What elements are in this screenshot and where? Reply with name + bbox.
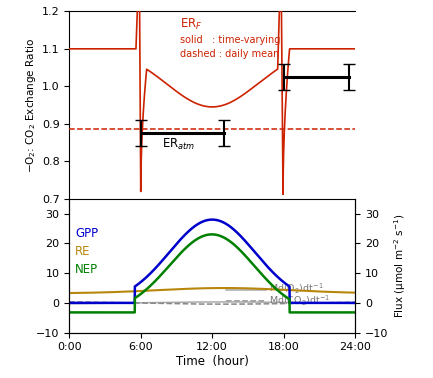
- Y-axis label: $-$O$_2$: CO$_2$ Exchange Ratio: $-$O$_2$: CO$_2$ Exchange Ratio: [24, 37, 38, 172]
- Text: ER$_{atm}$: ER$_{atm}$: [162, 137, 196, 152]
- Text: Md(CO$_2$)dt$^{-1}$: Md(CO$_2$)dt$^{-1}$: [269, 294, 331, 308]
- X-axis label: Time  (hour): Time (hour): [176, 355, 249, 368]
- Text: NEP: NEP: [75, 263, 98, 276]
- Text: RE: RE: [75, 245, 91, 258]
- Text: dashed : daily mean: dashed : daily mean: [180, 49, 279, 59]
- Text: GPP: GPP: [75, 228, 98, 240]
- Text: ER$_F$: ER$_F$: [180, 17, 203, 32]
- Text: solid   : time-varying: solid : time-varying: [180, 35, 281, 45]
- Y-axis label: Flux (μmol m$^{-2}$ s$^{-1}$): Flux (μmol m$^{-2}$ s$^{-1}$): [392, 214, 408, 318]
- Text: Md(O$_2$)dt$^{-1}$: Md(O$_2$)dt$^{-1}$: [269, 282, 324, 296]
